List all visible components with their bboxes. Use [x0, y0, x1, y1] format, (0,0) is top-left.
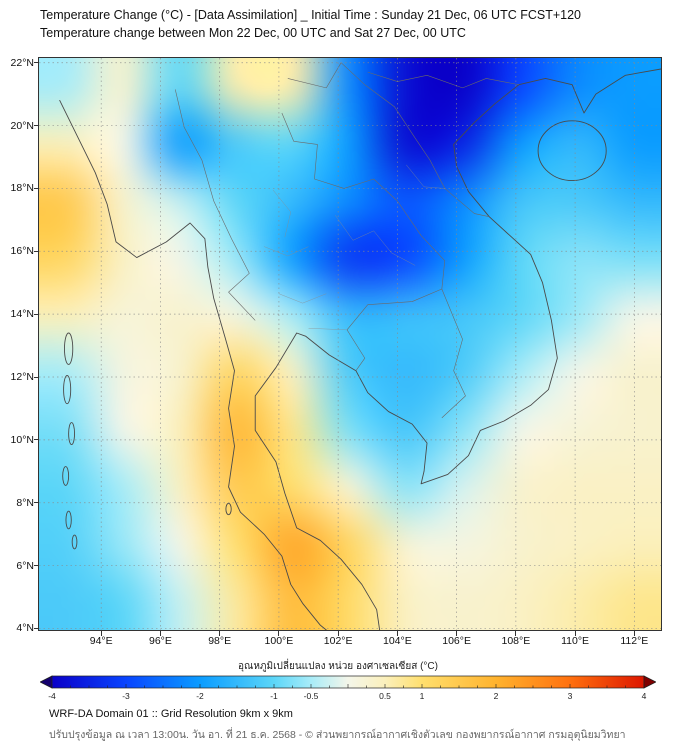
lon-tick-label: 96°E	[148, 635, 172, 647]
lon-tick-label: 94°E	[89, 635, 113, 647]
colorbar-tick-label: 0.5	[379, 691, 391, 701]
colorbar-tick-label: 1	[419, 691, 425, 701]
lat-tick-label: 4°N	[16, 622, 34, 635]
island-outline	[69, 423, 75, 445]
lon-tick-mark	[219, 631, 221, 636]
province-boundaries	[264, 165, 445, 330]
colorbar-tick-label: 2	[493, 691, 499, 701]
lat-tick-mark	[34, 627, 39, 629]
lon-tick-mark	[515, 631, 517, 636]
lon-tick-mark	[456, 631, 458, 636]
colorbar-tick-label: 4	[641, 691, 647, 701]
colorbar-tick-label: -2	[196, 691, 204, 701]
country-borders	[175, 63, 519, 418]
colorbar-tick-label: -1	[270, 691, 278, 701]
colorbar-tick-label: 3	[567, 691, 573, 701]
colorbar-tick-label: -3	[122, 691, 130, 701]
lon-tick-mark	[337, 631, 339, 636]
coastlines	[60, 69, 661, 630]
coastline-overlay	[39, 58, 661, 630]
grid-overlay	[39, 58, 661, 630]
lat-tick-mark	[34, 62, 39, 64]
lon-tick-label: 108°E	[501, 635, 531, 647]
lat-tick-mark	[34, 187, 39, 189]
lon-tick-label: 102°E	[323, 635, 353, 647]
lat-tick-label: 20°N	[10, 119, 34, 132]
page-subtitle: Temperature change between Mon 22 Dec, 0…	[40, 26, 466, 40]
lat-tick-mark	[34, 502, 39, 504]
lat-tick-label: 8°N	[16, 496, 34, 509]
lon-tick-label: 106°E	[442, 635, 471, 647]
colorbar-tick-label: -0.5	[303, 691, 319, 701]
island-outline	[64, 333, 72, 364]
page-title: Temperature Change (°C) - [Data Assimila…	[40, 8, 581, 22]
hainan-island-outline	[538, 121, 606, 181]
lat-tick-label: 18°N	[10, 182, 34, 195]
lon-tick-mark	[278, 631, 280, 636]
island-outline	[64, 375, 71, 403]
footer-credit: ปรับปรุงข้อมูล ณ เวลา 13:00น. วัน อา. ที…	[49, 729, 626, 741]
lon-tick-mark	[574, 631, 576, 636]
colorbar-label: อุณหภูมิเปลี่ยนแปลง หน่วย องศาเซลเซียส (…	[238, 661, 438, 672]
island-outline	[66, 511, 71, 529]
lon-tick-mark	[633, 631, 635, 636]
lat-tick-mark	[34, 125, 39, 127]
lon-tick-label: 98°E	[208, 635, 232, 647]
lon-tick-mark	[159, 631, 161, 636]
temperature-field-canvas	[39, 58, 661, 630]
lat-tick-mark	[34, 439, 39, 441]
lat-tick-label: 16°N	[10, 245, 34, 258]
island-outline	[63, 467, 69, 486]
lon-tick-mark	[100, 631, 102, 636]
lat-tick-label: 14°N	[10, 308, 34, 321]
colorbar-tick-label: -4	[48, 691, 56, 701]
lon-tick-label: 104°E	[383, 635, 412, 647]
island-outline	[226, 503, 231, 514]
lat-tick-label: 10°N	[10, 433, 34, 446]
map-panel: 22°N 20°N 18°N 16°N 14°N 12°N 10°N 8°N 6°N 4°N 94°…	[11, 57, 662, 647]
lat-tick-label: 12°N	[10, 371, 34, 383]
lat-tick-mark	[34, 565, 39, 567]
lon-tick-label: 110°E	[561, 635, 590, 647]
lon-tick-label: 100°E	[264, 635, 294, 647]
island-outline	[72, 535, 77, 549]
lon-tick-mark	[396, 631, 398, 636]
colorbar	[40, 675, 656, 689]
lat-tick-mark	[34, 313, 39, 315]
lon-tick-label: 112°E	[620, 635, 649, 647]
lat-tick-mark	[34, 376, 39, 378]
lat-tick-label: 6°N	[16, 559, 34, 572]
footer-domain-info: WRF-DA Domain 01 :: Grid Resolution 9km …	[49, 708, 293, 720]
lat-tick-mark	[34, 250, 39, 252]
lat-tick-label: 22°N	[10, 56, 34, 69]
